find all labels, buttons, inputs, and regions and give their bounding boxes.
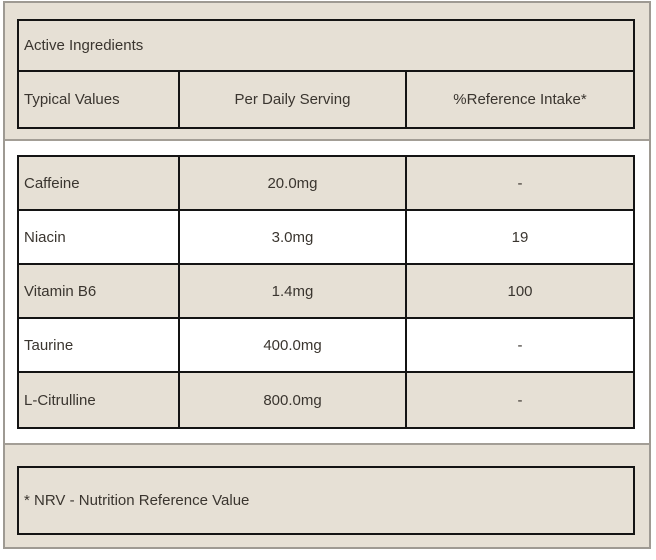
table-row-niacin: Niacin 3.0mg 19 bbox=[19, 211, 633, 265]
nrv-footnote: * NRV - Nutrition Reference Value bbox=[24, 492, 250, 509]
column-header-typical-values: Typical Values bbox=[24, 91, 120, 108]
table-row-taurine: Taurine 400.0mg - bbox=[19, 319, 633, 373]
ingredient-intake: 19 bbox=[405, 211, 633, 263]
table-row-caffeine: Caffeine 20.0mg - bbox=[19, 157, 633, 211]
active-ingredients-title-row: Active Ingredients bbox=[19, 21, 633, 72]
column-header-row: Typical Values Per Daily Serving %Refere… bbox=[19, 72, 633, 127]
table-row-vitamin-b6: Vitamin B6 1.4mg 100 bbox=[19, 265, 633, 319]
ingredient-serving: 1.4mg bbox=[178, 265, 405, 317]
table-row-l-citrulline: L-Citrulline 800.0mg - bbox=[19, 373, 633, 427]
footnote-band: * NRV - Nutrition Reference Value bbox=[5, 443, 649, 547]
ingredient-serving: 3.0mg bbox=[178, 211, 405, 263]
column-header-per-daily-serving: Per Daily Serving bbox=[178, 72, 405, 127]
ingredient-serving: 400.0mg bbox=[178, 319, 405, 371]
active-ingredients-title: Active Ingredients bbox=[24, 37, 144, 54]
ingredient-name: Caffeine bbox=[24, 174, 80, 192]
ingredient-name: Vitamin B6 bbox=[24, 282, 97, 300]
header-band: Active Ingredients Typical Values Per Da… bbox=[5, 3, 649, 141]
footnote-table: * NRV - Nutrition Reference Value bbox=[17, 466, 635, 535]
ingredient-intake: - bbox=[405, 157, 633, 209]
ingredients-panel: Active Ingredients Typical Values Per Da… bbox=[3, 1, 651, 549]
header-table: Active Ingredients Typical Values Per Da… bbox=[17, 19, 635, 129]
ingredient-name: Niacin bbox=[24, 228, 66, 246]
ingredient-serving: 20.0mg bbox=[178, 157, 405, 209]
data-band: Caffeine 20.0mg - Niacin 3.0mg 19 Vitami… bbox=[5, 141, 649, 443]
ingredient-serving: 800.0mg bbox=[178, 373, 405, 427]
ingredient-name: L-Citrulline bbox=[24, 391, 96, 409]
ingredient-name: Taurine bbox=[24, 336, 74, 354]
ingredient-intake: 100 bbox=[405, 265, 633, 317]
column-header-reference-intake: %Reference Intake* bbox=[405, 72, 633, 127]
ingredient-intake: - bbox=[405, 373, 633, 427]
ingredients-table: Caffeine 20.0mg - Niacin 3.0mg 19 Vitami… bbox=[17, 155, 635, 429]
ingredient-intake: - bbox=[405, 319, 633, 371]
